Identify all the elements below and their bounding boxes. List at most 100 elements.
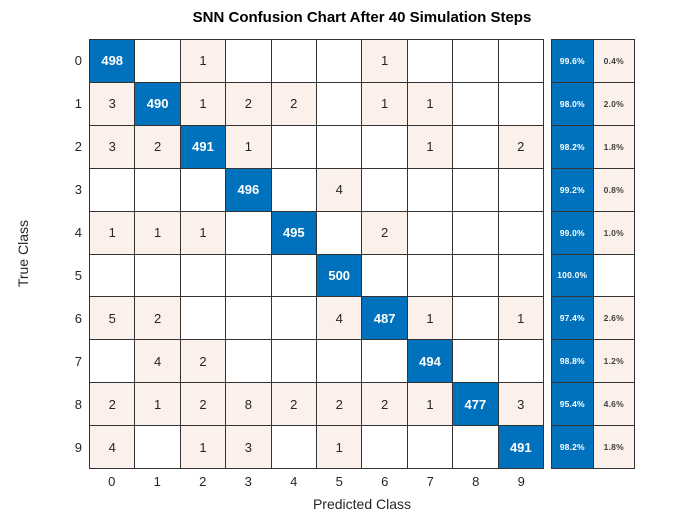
row-summary-correct-r6: 97.4% [552, 297, 593, 340]
matrix-cell-r5-c4 [271, 254, 316, 297]
matrix-cell-r0-c1 [135, 40, 180, 82]
matrix-cell-r4-c3 [226, 211, 271, 254]
matrix-cell-r5-c0 [90, 254, 135, 297]
matrix-cell-r8-c3: 8 [226, 383, 271, 426]
matrix-cell-r3-c0 [90, 168, 135, 211]
row-summary-incorrect-r0: 0.4% [593, 40, 634, 82]
row-summary-correct-r1: 98.0% [552, 82, 593, 125]
matrix-cell-r1-c7: 1 [407, 82, 453, 125]
matrix-cell-r1-c9 [498, 82, 543, 125]
matrix-cell-r6-c3 [226, 297, 271, 340]
matrix-cell-r2-c7: 1 [407, 125, 453, 168]
matrix-cell-r6-c9: 1 [498, 297, 543, 340]
matrix-cell-r6-c1: 2 [135, 297, 180, 340]
matrix-cell-r8-c0: 2 [90, 383, 135, 426]
matrix-cell-r3-c2 [180, 168, 226, 211]
matrix-cell-r3-c6 [362, 168, 407, 211]
y-tick-7: 7 [74, 354, 82, 369]
matrix-cell-r9-c8 [453, 426, 498, 468]
matrix-cell-r0-c4 [271, 40, 316, 82]
matrix-cell-r9-c1 [135, 426, 180, 468]
matrix-cell-r2-c1: 2 [135, 125, 180, 168]
y-tick-8: 8 [74, 397, 82, 412]
matrix-cell-r8-c8: 477 [453, 383, 498, 426]
matrix-cell-r3-c7 [407, 168, 453, 211]
matrix-cell-r0-c8 [453, 40, 498, 82]
matrix-cell-r5-c9 [498, 254, 543, 297]
y-tick-3: 3 [74, 182, 82, 197]
matrix-cell-r4-c7 [407, 211, 453, 254]
y-tick-0: 0 [74, 53, 82, 68]
x-axis-ticks: 0 1 2 3 4 5 6 7 8 9 [89, 473, 544, 490]
row-summary-panel: 99.6% 0.4% 98.0% 2.0% 98.2% 1.8% 99.2% 0.8% 99.0… [551, 39, 635, 469]
matrix-cell-r9-c6 [362, 426, 407, 468]
matrix-cell-r0-c3 [226, 40, 271, 82]
matrix-cell-r3-c9 [498, 168, 543, 211]
matrix-cell-r5-c6 [362, 254, 407, 297]
row-summary-incorrect-r5 [593, 254, 634, 297]
matrix-cell-r1-c8 [453, 82, 498, 125]
matrix-cell-r9-c2: 1 [180, 426, 226, 468]
matrix-cell-r3-c5: 4 [317, 168, 362, 211]
matrix-cell-r7-c4 [271, 340, 316, 383]
matrix-cell-r1-c1: 490 [135, 82, 180, 125]
matrix-cell-r6-c2 [180, 297, 226, 340]
x-tick-8: 8 [472, 474, 480, 489]
matrix-cell-r3-c8 [453, 168, 498, 211]
row-summary-incorrect-r1: 2.0% [593, 82, 634, 125]
matrix-cell-r7-c9 [498, 340, 543, 383]
matrix-cell-r5-c8 [453, 254, 498, 297]
matrix-cell-r4-c2: 1 [180, 211, 226, 254]
y-tick-5: 5 [74, 268, 82, 283]
x-tick-2: 2 [199, 474, 207, 489]
matrix-cell-r9-c0: 4 [90, 426, 135, 468]
row-summary-incorrect-r4: 1.0% [593, 211, 634, 254]
x-tick-9: 9 [517, 474, 525, 489]
y-tick-6: 6 [74, 311, 82, 326]
matrix-cell-r4-c9 [498, 211, 543, 254]
matrix-cell-r6-c6: 487 [362, 297, 407, 340]
y-axis-label-text: True Class [15, 220, 31, 288]
matrix-cell-r2-c2: 491 [180, 125, 226, 168]
matrix-cell-r7-c2: 2 [180, 340, 226, 383]
matrix-cell-r3-c3: 496 [226, 168, 271, 211]
matrix-cell-r5-c5: 500 [317, 254, 362, 297]
row-summary-incorrect-r6: 2.6% [593, 297, 634, 340]
matrix-cell-r9-c7 [407, 426, 453, 468]
matrix-cell-r1-c3: 2 [226, 82, 271, 125]
matrix-cell-r0-c9 [498, 40, 543, 82]
matrix-cell-r1-c0: 3 [90, 82, 135, 125]
matrix-cell-r8-c2: 2 [180, 383, 226, 426]
row-summary-correct-r8: 95.4% [552, 383, 593, 426]
matrix-cell-r7-c6 [362, 340, 407, 383]
matrix-cell-r2-c5 [317, 125, 362, 168]
matrix-cell-r3-c1 [135, 168, 180, 211]
row-summary-incorrect-r2: 1.8% [593, 125, 634, 168]
matrix-cell-r7-c7: 494 [407, 340, 453, 383]
matrix-cell-r4-c0: 1 [90, 211, 135, 254]
y-axis-ticks: 0 1 2 3 4 5 6 7 8 9 [38, 39, 82, 469]
matrix-cell-r7-c1: 4 [135, 340, 180, 383]
matrix-cell-r4-c1: 1 [135, 211, 180, 254]
row-summary-incorrect-r8: 4.6% [593, 383, 634, 426]
matrix-cell-r8-c9: 3 [498, 383, 543, 426]
row-summary-incorrect-r3: 0.8% [593, 168, 634, 211]
y-tick-2: 2 [74, 139, 82, 154]
y-tick-4: 4 [74, 225, 82, 240]
x-tick-3: 3 [244, 474, 252, 489]
matrix-cell-r8-c1: 1 [135, 383, 180, 426]
matrix-cell-r0-c7 [407, 40, 453, 82]
x-tick-7: 7 [426, 474, 434, 489]
row-summary-correct-r5: 100.0% [552, 254, 593, 297]
x-tick-5: 5 [335, 474, 343, 489]
matrix-cell-r8-c5: 2 [317, 383, 362, 426]
x-tick-4: 4 [290, 474, 298, 489]
matrix-cell-r9-c5: 1 [317, 426, 362, 468]
matrix-cell-r2-c6 [362, 125, 407, 168]
y-tick-9: 9 [74, 440, 82, 455]
matrix-cell-r6-c8 [453, 297, 498, 340]
matrix-cell-r8-c6: 2 [362, 383, 407, 426]
matrix-cell-r0-c2: 1 [180, 40, 226, 82]
matrix-cell-r2-c9: 2 [498, 125, 543, 168]
matrix-cell-r8-c4: 2 [271, 383, 316, 426]
